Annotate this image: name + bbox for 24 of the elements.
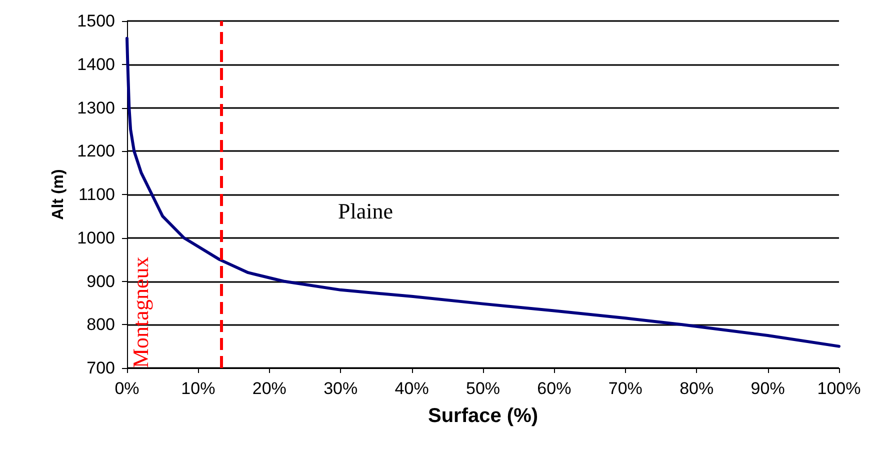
x-tick-label: 60% [537, 379, 572, 398]
x-tick-label: 90% [750, 379, 785, 398]
x-tick-label: 0% [114, 379, 140, 398]
annotation: Plaine [338, 198, 393, 224]
y-axis-title: Alt (m) [50, 169, 67, 220]
y-tick-label: 800 [86, 315, 115, 334]
x-tick-label: 10% [181, 379, 216, 398]
x-tick-label: 40% [394, 379, 429, 398]
x-tick-label: 20% [252, 379, 286, 398]
ref-line-label: Montagneux [128, 256, 154, 368]
y-tick-label: 700 [86, 358, 115, 378]
y-tick-label: 900 [86, 272, 115, 291]
x-tick-label: 50% [466, 379, 500, 398]
y-tick-label: 1400 [77, 54, 115, 74]
y-tick-label: 1300 [77, 98, 115, 118]
x-tick-label: 30% [324, 379, 358, 398]
x-axis-title: Surface (%) [428, 405, 538, 427]
y-tick-label: 1000 [77, 228, 115, 248]
x-tick-label: 80% [680, 379, 714, 398]
x-tick-label: 100% [817, 379, 861, 398]
x-tick-label: 70% [608, 379, 642, 398]
y-tick-label: 1200 [77, 142, 115, 161]
y-tick-label: 1100 [78, 185, 115, 204]
y-tick-label: 1500 [77, 12, 115, 30]
